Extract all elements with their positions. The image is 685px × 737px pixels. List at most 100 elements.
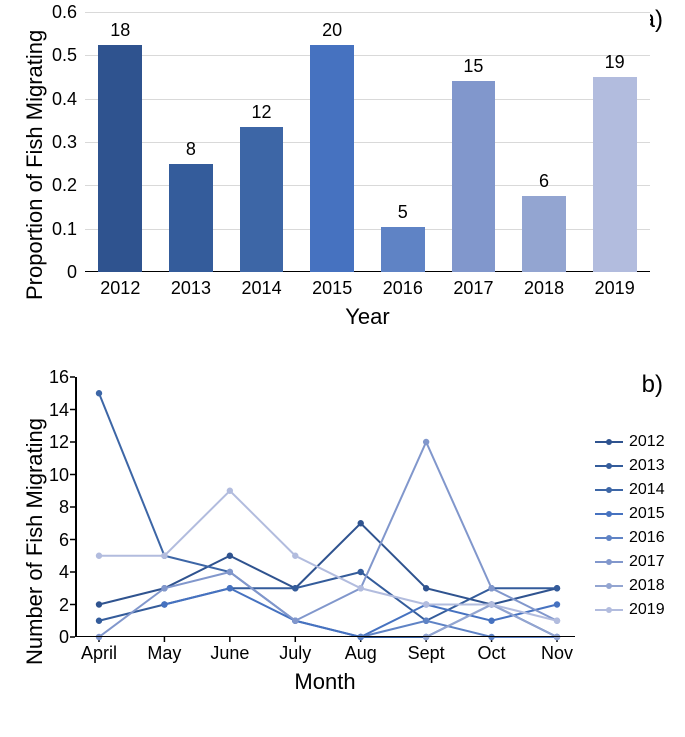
panel-a-bar-label: 8 (186, 139, 196, 160)
panel-a-ytick-label: 0.3 (37, 132, 77, 153)
panel-b-series-marker (358, 585, 364, 591)
legend-item: 2019 (595, 598, 665, 622)
panel-a-bar-label: 19 (605, 52, 625, 73)
panel-b-ytick-label: 4 (37, 562, 69, 583)
panel-b-xticks: AprilMayJuneJulyAugSeptOctNov (75, 643, 575, 667)
legend-swatch (595, 441, 623, 443)
panel-b-series-marker (161, 585, 167, 591)
panel-b-xtick-label: Nov (541, 643, 573, 664)
panel-b-series-line (164, 588, 557, 637)
panel-a-ytick-label: 0.5 (37, 45, 77, 66)
panel-a-gridline (85, 12, 650, 13)
panel-b-series-marker (423, 439, 429, 445)
legend-marker (606, 487, 612, 493)
panel-b-series-marker (227, 585, 233, 591)
panel-b-series-marker (423, 585, 429, 591)
panel-a-bar (240, 127, 284, 272)
legend-item: 2016 (595, 526, 665, 550)
panel-a-xtick-label: 2012 (100, 278, 140, 299)
panel-b-ytick-label: 8 (37, 497, 69, 518)
legend-swatch (595, 489, 623, 491)
panel-a-gridline (85, 142, 650, 143)
legend-swatch (595, 585, 623, 587)
legend-marker (606, 463, 612, 469)
figure: Proportion of Fish Migrating a) 00.10.20… (0, 0, 685, 737)
panel-a-plot: 00.10.20.30.40.50.61881220515619 (85, 12, 650, 272)
panel-b-series-line (99, 393, 557, 637)
panel-b-series-marker (554, 585, 560, 591)
panel-b-series-marker (358, 520, 364, 526)
panel-a-gridline (85, 55, 650, 56)
panel-b-series-marker (161, 553, 167, 559)
panel-b-ytick-label: 10 (37, 465, 69, 486)
panel-b-ytick-label: 12 (37, 432, 69, 453)
panel-a-bar-label: 15 (463, 56, 483, 77)
panel-b-xtick-label: June (210, 643, 249, 664)
panel-a-bar-label: 12 (252, 102, 272, 123)
panel-b-series-marker (96, 601, 102, 607)
panel-a-bar (310, 45, 354, 273)
legend-item: 2018 (595, 574, 665, 598)
panel-a-ytick-label: 0 (37, 262, 77, 283)
legend-item: 2017 (595, 550, 665, 574)
panel-b-xtick-label: April (81, 643, 117, 664)
legend-marker (606, 583, 612, 589)
legend-label: 2019 (629, 601, 665, 619)
legend-label: 2017 (629, 553, 665, 571)
panel-a-bar (593, 77, 637, 272)
panel-b-series-line (99, 523, 557, 604)
panel-b-xtick-label: May (147, 643, 181, 664)
legend-item: 2012 (595, 430, 665, 454)
legend-marker (606, 535, 612, 541)
panel-a-bar-label: 18 (110, 20, 130, 41)
panel-b-axis-y (75, 377, 77, 637)
panel-a-bar-label: 6 (539, 171, 549, 192)
panel-b-ytick-label: 16 (37, 367, 69, 388)
panel-b-series-marker (227, 569, 233, 575)
panel-b-series-marker (358, 569, 364, 575)
panel-b-xtick-label: July (279, 643, 311, 664)
panel-b-ytick-label: 0 (37, 627, 69, 648)
panel-b-xlabel: Month (75, 669, 575, 695)
legend-marker (606, 559, 612, 565)
panel-a-ytick-label: 0.6 (37, 2, 77, 23)
panel-a-xtick-label: 2016 (383, 278, 423, 299)
panel-b-series-marker (96, 553, 102, 559)
panel-b-series-marker (96, 390, 102, 396)
legend-marker (606, 511, 612, 517)
panel-b-series-marker (292, 585, 298, 591)
panel-b-axis-x (75, 636, 575, 638)
legend-swatch (595, 513, 623, 515)
panel-a-ylabel: Proportion of Fish Migrating (22, 30, 48, 300)
panel-b-series-marker (292, 618, 298, 624)
panel-a-xtick-label: 2013 (171, 278, 211, 299)
panel-b-plot: 0246810121416 (75, 377, 575, 637)
legend-swatch (595, 537, 623, 539)
legend-item: 2013 (595, 454, 665, 478)
panel-a-bar-label: 5 (398, 202, 408, 223)
panel-a-ytick-label: 0.2 (37, 175, 77, 196)
panel-a: Proportion of Fish Migrating a) 00.10.20… (0, 0, 685, 355)
legend-item: 2015 (595, 502, 665, 526)
legend-label: 2012 (629, 433, 665, 451)
legend-label: 2015 (629, 505, 665, 523)
panel-b-ytick-label: 6 (37, 530, 69, 551)
panel-a-xtick-label: 2019 (595, 278, 635, 299)
legend-label: 2018 (629, 577, 665, 595)
legend-marker (606, 439, 612, 445)
panel-b-series-marker (488, 601, 494, 607)
panel-b-series-line (99, 442, 557, 637)
panel-b-series-marker (554, 601, 560, 607)
panel-b-series-marker (227, 553, 233, 559)
panel-b-series-marker (292, 553, 298, 559)
panel-b-series-marker (488, 618, 494, 624)
panel-a-xtick-label: 2017 (453, 278, 493, 299)
legend-label: 2013 (629, 457, 665, 475)
panel-a-ytick-label: 0.4 (37, 89, 77, 110)
panel-b-lines (75, 377, 575, 637)
panel-b-series-marker (161, 601, 167, 607)
panel-a-bar-label: 20 (322, 20, 342, 41)
legend-label: 2016 (629, 529, 665, 547)
panel-b-series-marker (423, 601, 429, 607)
panel-b-series-marker (554, 618, 560, 624)
